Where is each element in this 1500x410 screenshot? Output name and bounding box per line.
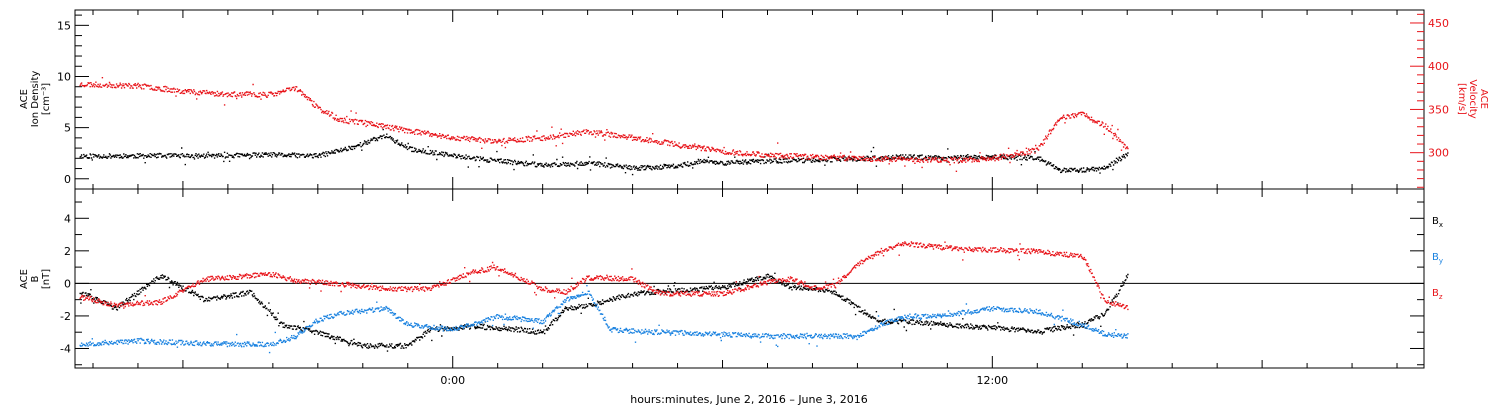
legend-bz: Bz bbox=[1432, 288, 1443, 301]
right-tick-label: 300 bbox=[1428, 147, 1449, 160]
left-tick-label: 15 bbox=[57, 19, 71, 32]
series-bz bbox=[79, 241, 1129, 311]
bottom-tick-label: -4 bbox=[60, 342, 71, 355]
right-axis-title-line: Velocity bbox=[1467, 79, 1478, 118]
right-tick-label: 400 bbox=[1428, 60, 1449, 73]
left-axis-title-top: ACE Ion Density [cm⁻³] bbox=[19, 71, 52, 128]
x-tick-label: 0:00 bbox=[440, 374, 465, 387]
bottom-panel-frame bbox=[74, 188, 1425, 369]
left-axis-title-line: [cm⁻³] bbox=[41, 83, 52, 115]
series-bz-points bbox=[79, 241, 1129, 311]
bottom-axis-title-line: B bbox=[30, 275, 41, 282]
right-axis-title-line: [km/s] bbox=[1456, 83, 1467, 115]
left-tick-label: 10 bbox=[57, 70, 71, 83]
left-tick-label: 0 bbox=[64, 173, 71, 186]
bottom-axis-title-line: ACE bbox=[19, 269, 30, 289]
left-axis-title-bottom: ACE B [nT] bbox=[19, 269, 52, 289]
x-axis-title: hours:minutes, June 2, 2016 – June 3, 20… bbox=[630, 393, 868, 406]
series-velocity-points bbox=[79, 77, 1129, 172]
series-velocity bbox=[79, 77, 1129, 172]
right-tick-label: 450 bbox=[1428, 17, 1449, 30]
right-axis-title-line: ACE bbox=[1478, 89, 1489, 109]
series-by bbox=[79, 285, 1129, 354]
legend-by: By bbox=[1432, 252, 1443, 265]
left-axis-title-line: Ion Density bbox=[30, 71, 41, 128]
x-tick-label: 12:00 bbox=[976, 374, 1008, 387]
bottom-axis-title-line: [nT] bbox=[41, 269, 52, 289]
series-by-points bbox=[79, 285, 1129, 354]
bottom-panel-magnetic-field: -4 -2 0 2 4 ACE B [nT] Bx By Bz bbox=[19, 188, 1443, 369]
x-axis: 0:00 12:00 bbox=[92, 10, 1398, 387]
left-axis-title-line: ACE bbox=[19, 89, 30, 109]
series-density-points bbox=[79, 128, 1129, 176]
right-tick-label: 350 bbox=[1428, 103, 1449, 116]
bottom-tick-label: 4 bbox=[64, 212, 71, 225]
legend-bx: Bx bbox=[1432, 216, 1443, 229]
bottom-tick-label: 0 bbox=[64, 277, 71, 290]
left-tick-label: 5 bbox=[64, 122, 71, 135]
top-panel-frame bbox=[74, 9, 1425, 190]
bottom-tick-label: -2 bbox=[60, 310, 71, 323]
series-density bbox=[79, 128, 1129, 176]
bottom-tick-label: 2 bbox=[64, 245, 71, 258]
